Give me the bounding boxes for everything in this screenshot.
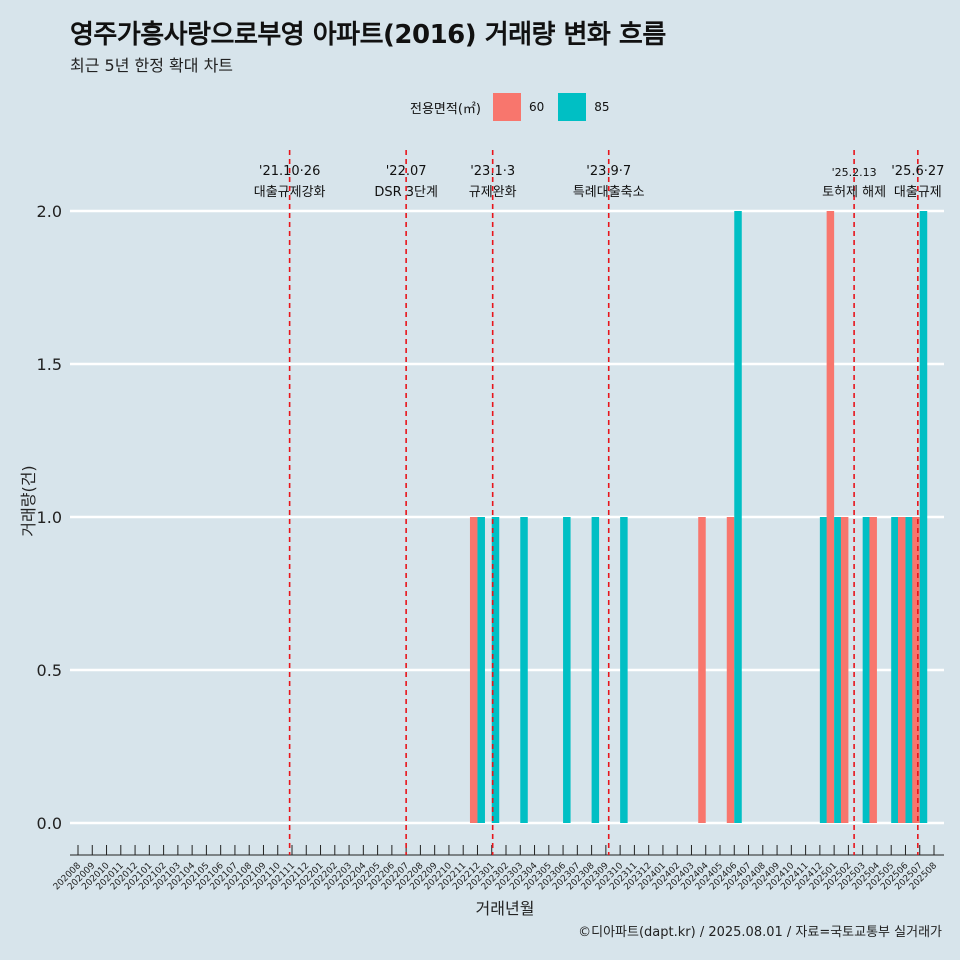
bar-202306-85 [563, 517, 571, 823]
bar-202507-85 [919, 211, 928, 823]
event-name-label: 대출규제 [894, 185, 942, 200]
legend-label-60: 60 [528, 100, 545, 114]
bar-202507-60 [912, 517, 920, 823]
bar-202212-60 [469, 517, 478, 823]
event-name-label: DSR 3단계 [374, 185, 438, 200]
event-date-label: '22.07 [386, 164, 427, 179]
y-tick-label: 2.0 [37, 202, 62, 221]
bar-202502-60 [840, 517, 849, 823]
bar-202406-85 [734, 211, 742, 823]
y-tick-label: 1.5 [37, 355, 62, 374]
event-name-label: 토허제 해제 [822, 185, 886, 200]
bar-202404-60 [698, 517, 706, 823]
event-date-label: '21.10·26 [259, 164, 320, 179]
source-caption: ©디아파트(dapt.kr) / 2025.08.01 / 자료=국토교통부 실… [578, 925, 942, 940]
bar-202504-60 [869, 517, 877, 823]
legend-key-60 [492, 93, 521, 121]
y-tick-label: 0.5 [37, 661, 62, 680]
bar-202308-85 [591, 517, 600, 823]
y-tick-label: 0.0 [37, 814, 62, 833]
y-axis-title: 거래량(건) [19, 465, 38, 536]
bar-202406-60 [726, 517, 735, 823]
bar-202506-85 [905, 517, 913, 823]
event-name-label: 특례대출축소 [573, 185, 645, 200]
bar-202506-60 [897, 517, 906, 823]
legend-key-85 [558, 93, 587, 121]
event-date-label: '23.1·3 [470, 164, 515, 179]
bar-202412-85 [819, 517, 828, 823]
bar-202501-85 [834, 517, 842, 823]
chart-title: 영주가흥사랑으로부영 아파트(2016) 거래량 변화 흐름 [70, 20, 666, 50]
y-tick-label: 1.0 [37, 508, 62, 527]
event-date-label: '25.2.13 [832, 166, 877, 179]
bar-202303-85 [520, 517, 528, 823]
chart-subtitle: 최근 5년 한정 확대 차트 [70, 56, 234, 75]
event-name-label: 규제완화 [469, 185, 517, 200]
bar-202503-85 [862, 517, 871, 823]
bar-202301-85 [491, 517, 500, 823]
event-date-label: '25.6·27 [891, 164, 944, 179]
x-axis-title: 거래년월 [476, 899, 535, 918]
legend-title: 전용면적(㎡) [410, 101, 481, 117]
event-date-label: '23.9·7 [586, 164, 631, 179]
legend: 전용면적(㎡) 60 85 [410, 92, 616, 122]
bar-202501-60 [826, 211, 835, 823]
bar-202310-85 [620, 517, 628, 823]
event-name-label: 대출규제강화 [254, 185, 326, 200]
legend-label-85: 85 [594, 100, 610, 114]
bar-202212-85 [477, 517, 485, 823]
bar-202505-85 [891, 517, 899, 823]
